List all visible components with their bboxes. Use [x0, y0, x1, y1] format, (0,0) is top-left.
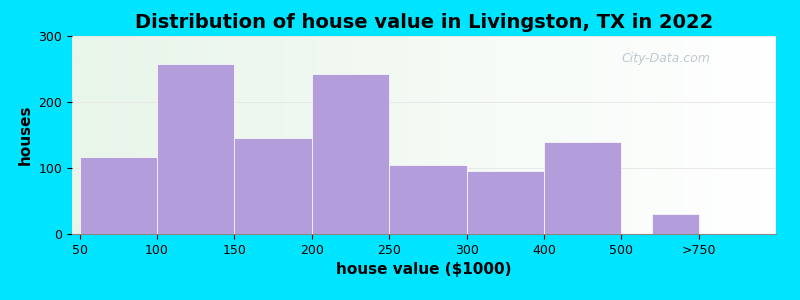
Bar — [234, 138, 312, 234]
Title: Distribution of house value in Livingston, TX in 2022: Distribution of house value in Livingsto… — [135, 13, 713, 32]
X-axis label: house value ($1000): house value ($1000) — [336, 262, 512, 277]
Bar — [652, 214, 698, 234]
Y-axis label: houses: houses — [18, 105, 33, 165]
Bar — [157, 64, 234, 234]
Bar — [389, 165, 466, 234]
Bar — [466, 171, 544, 234]
Text: City-Data.com: City-Data.com — [621, 52, 710, 65]
Bar — [544, 142, 622, 234]
Bar — [312, 74, 389, 234]
Bar — [80, 157, 157, 234]
